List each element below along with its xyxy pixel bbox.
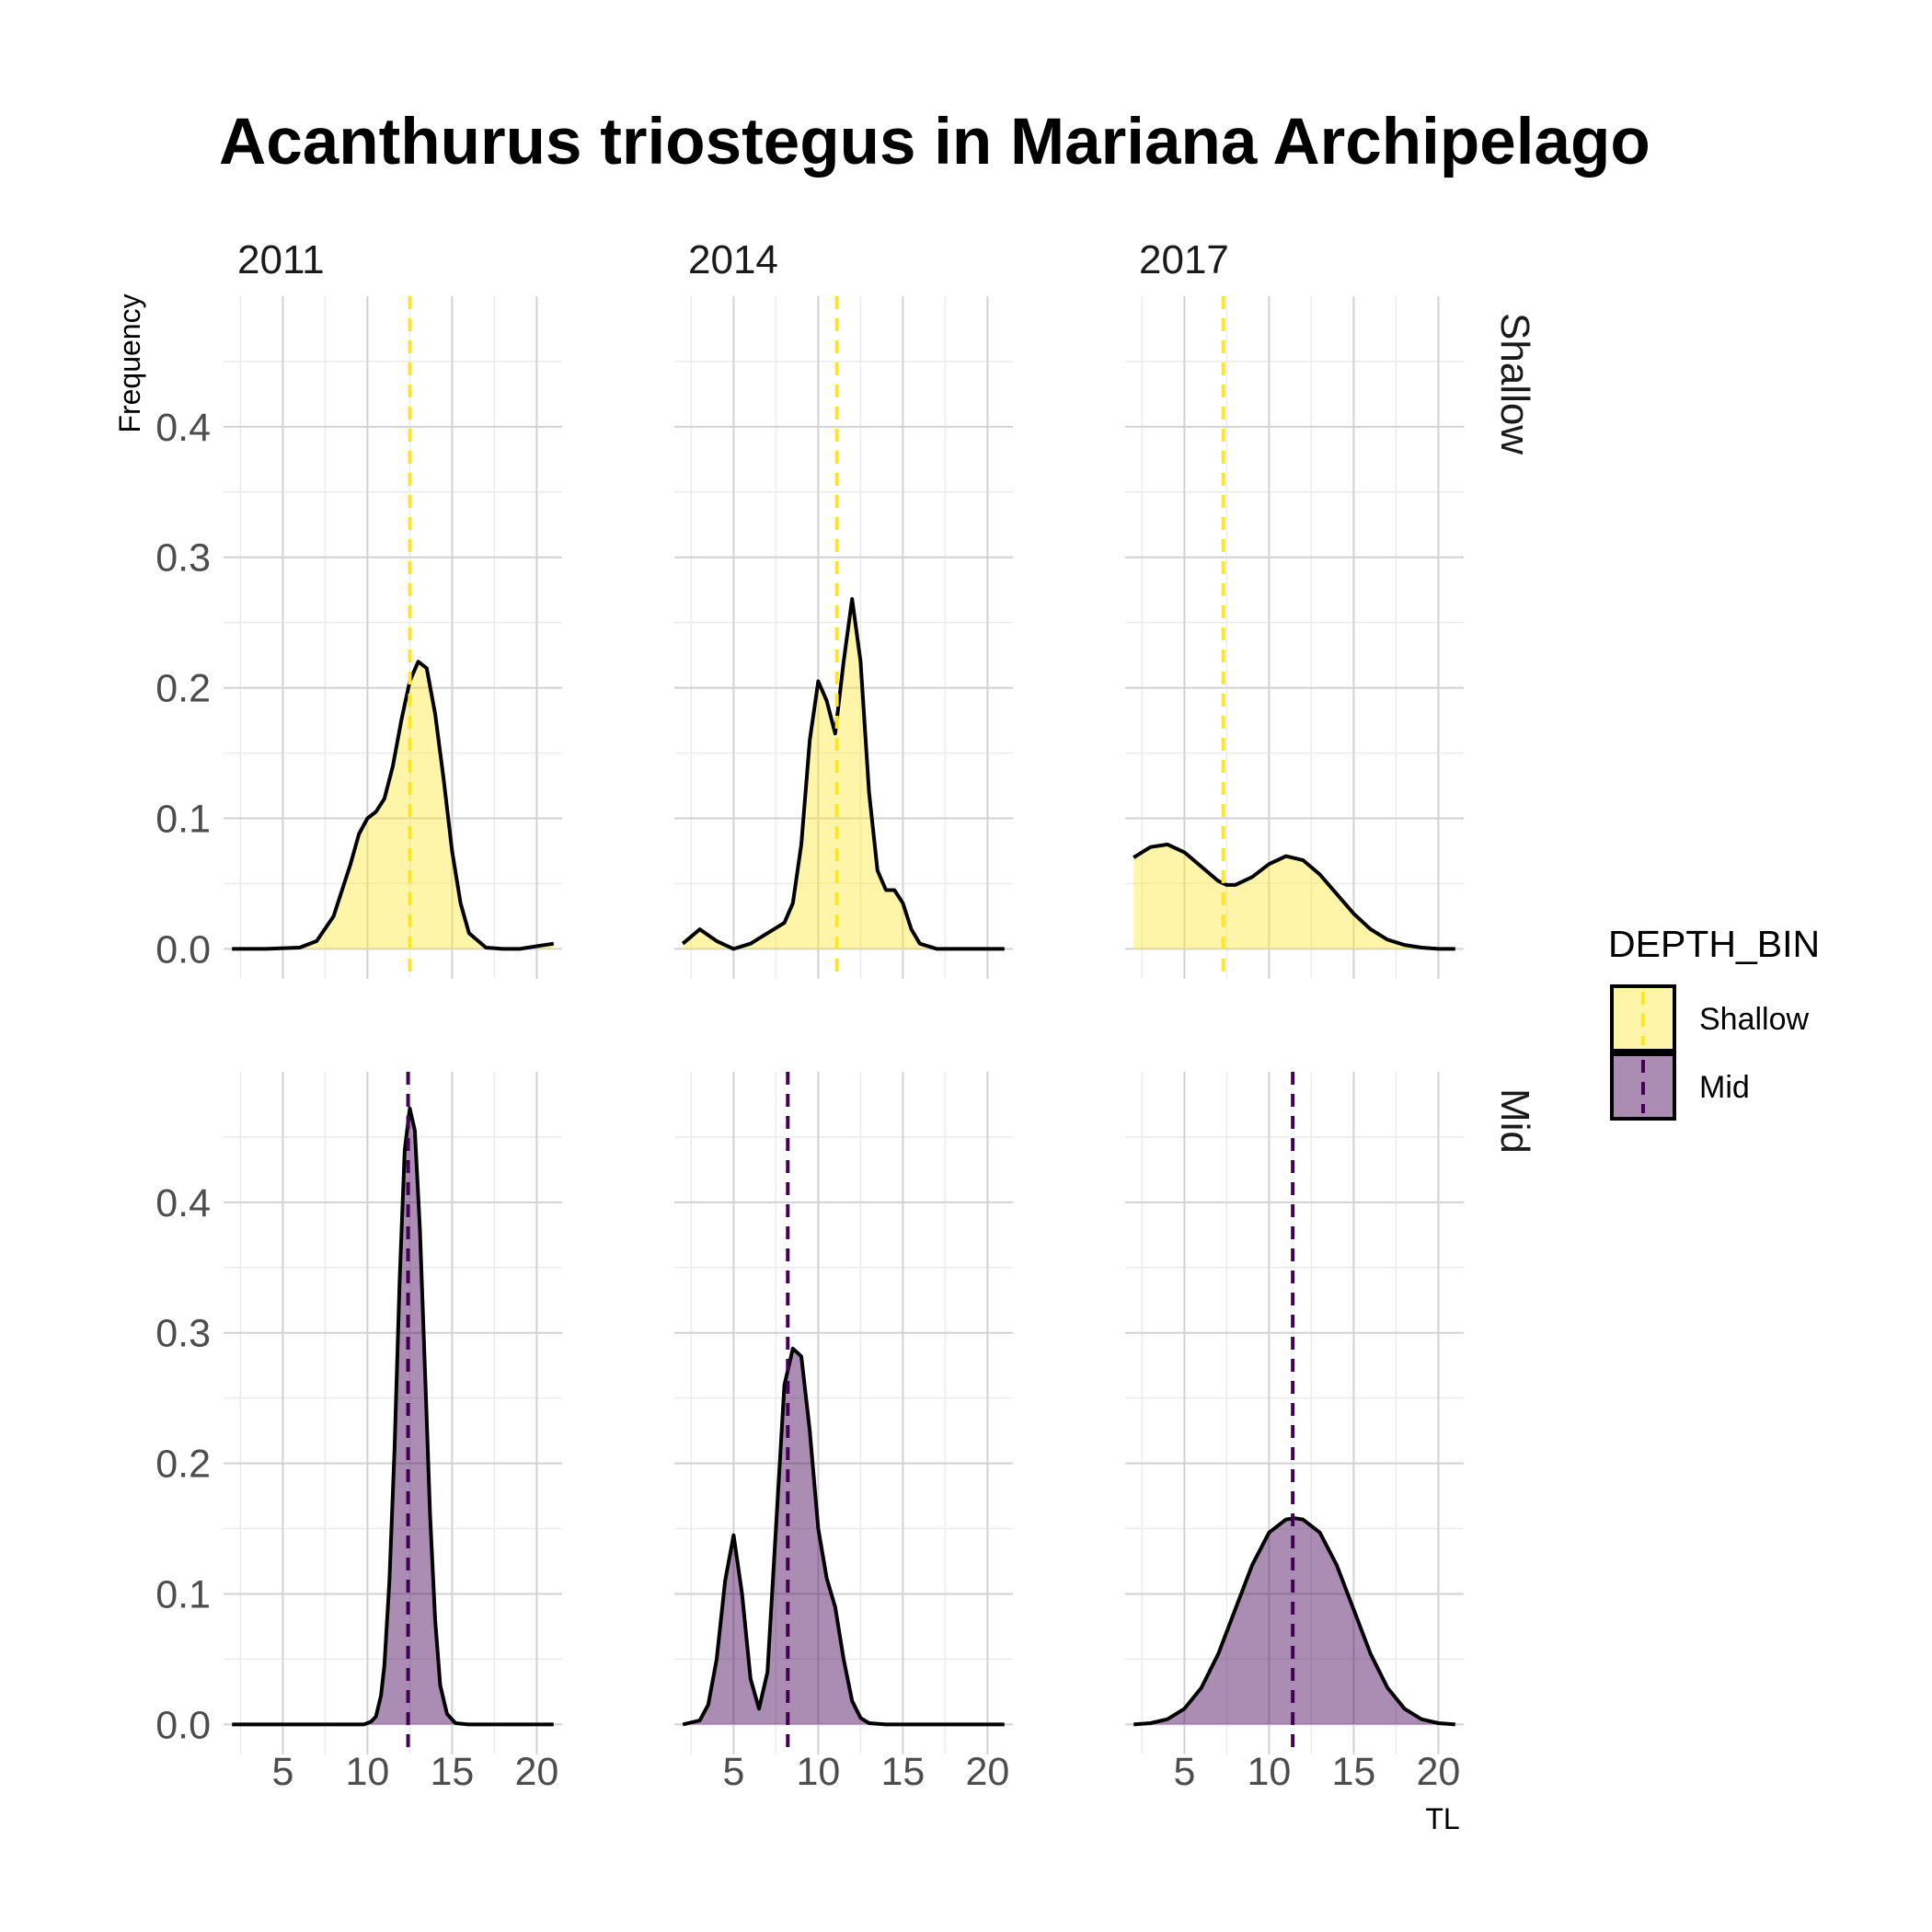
y-tick-label: 0.0	[155, 1703, 211, 1747]
x-tick-label: 5	[722, 1750, 744, 1794]
x-tick-label: 15	[880, 1750, 925, 1794]
x-tick-label: 20	[514, 1750, 558, 1794]
legend-title: DEPTH_BIN	[1608, 923, 1820, 965]
strip-label-row: Mid	[1492, 1088, 1537, 1154]
x-axis-label: TL	[1425, 1802, 1459, 1835]
y-tick-label: 0.4	[155, 406, 211, 450]
x-tick-label: 10	[1247, 1750, 1291, 1794]
x-tick-label: 15	[1331, 1750, 1375, 1794]
density-area-2014-mid	[683, 1348, 1005, 1725]
y-tick-label: 0.3	[155, 536, 211, 581]
chart-title: Acanthurus triostegus in Mariana Archipe…	[219, 106, 1650, 178]
x-tick-label: 20	[965, 1750, 1009, 1794]
strip-label-column: 2014	[688, 237, 778, 282]
legend-label-mid: Mid	[1699, 1070, 1750, 1105]
strip-label-column: 2017	[1139, 237, 1229, 282]
y-axis-label: Frequency	[113, 293, 146, 432]
density-curve-2011-mid	[232, 1106, 554, 1727]
y-tick-label: 0.1	[155, 797, 211, 841]
x-tick-label: 5	[271, 1750, 293, 1794]
x-tick-label: 10	[796, 1750, 840, 1794]
strip-label-column: 2011	[237, 237, 325, 282]
density-area-2014-shallow	[683, 599, 1005, 949]
legend: DEPTH_BIN Shallow Mid	[1608, 923, 1820, 1121]
y-tick-label: 0.4	[155, 1181, 211, 1225]
density-curve-2017-shallow	[1133, 842, 1455, 951]
density-area-2017-mid	[1133, 1518, 1455, 1725]
y-tick-label: 0.1	[155, 1572, 211, 1616]
x-tick-label: 10	[345, 1750, 389, 1794]
y-tick-label: 0.0	[155, 927, 211, 972]
y-tick-label: 0.3	[155, 1312, 211, 1356]
chart-panels: 2011 2014 2017 Shallow Mid 0.0 0.1 0.2 0.3 0.4 0.0…	[155, 237, 1537, 1794]
density-area-2011-mid	[232, 1108, 554, 1725]
density-area-2011-shallow	[232, 661, 554, 949]
legend-label-shallow: Shallow	[1699, 1002, 1810, 1037]
density-area-2017-shallow	[1133, 844, 1455, 949]
x-tick-label: 5	[1173, 1750, 1195, 1794]
strip-label-row: Shallow	[1492, 313, 1537, 454]
density-curve-2014-mid	[682, 1346, 1005, 1727]
x-tick-label: 20	[1416, 1750, 1460, 1794]
y-tick-label: 0.2	[155, 667, 211, 711]
density-curve-2014-shallow	[681, 597, 1005, 951]
x-tick-label: 15	[430, 1750, 474, 1794]
y-tick-label: 0.2	[155, 1443, 211, 1487]
